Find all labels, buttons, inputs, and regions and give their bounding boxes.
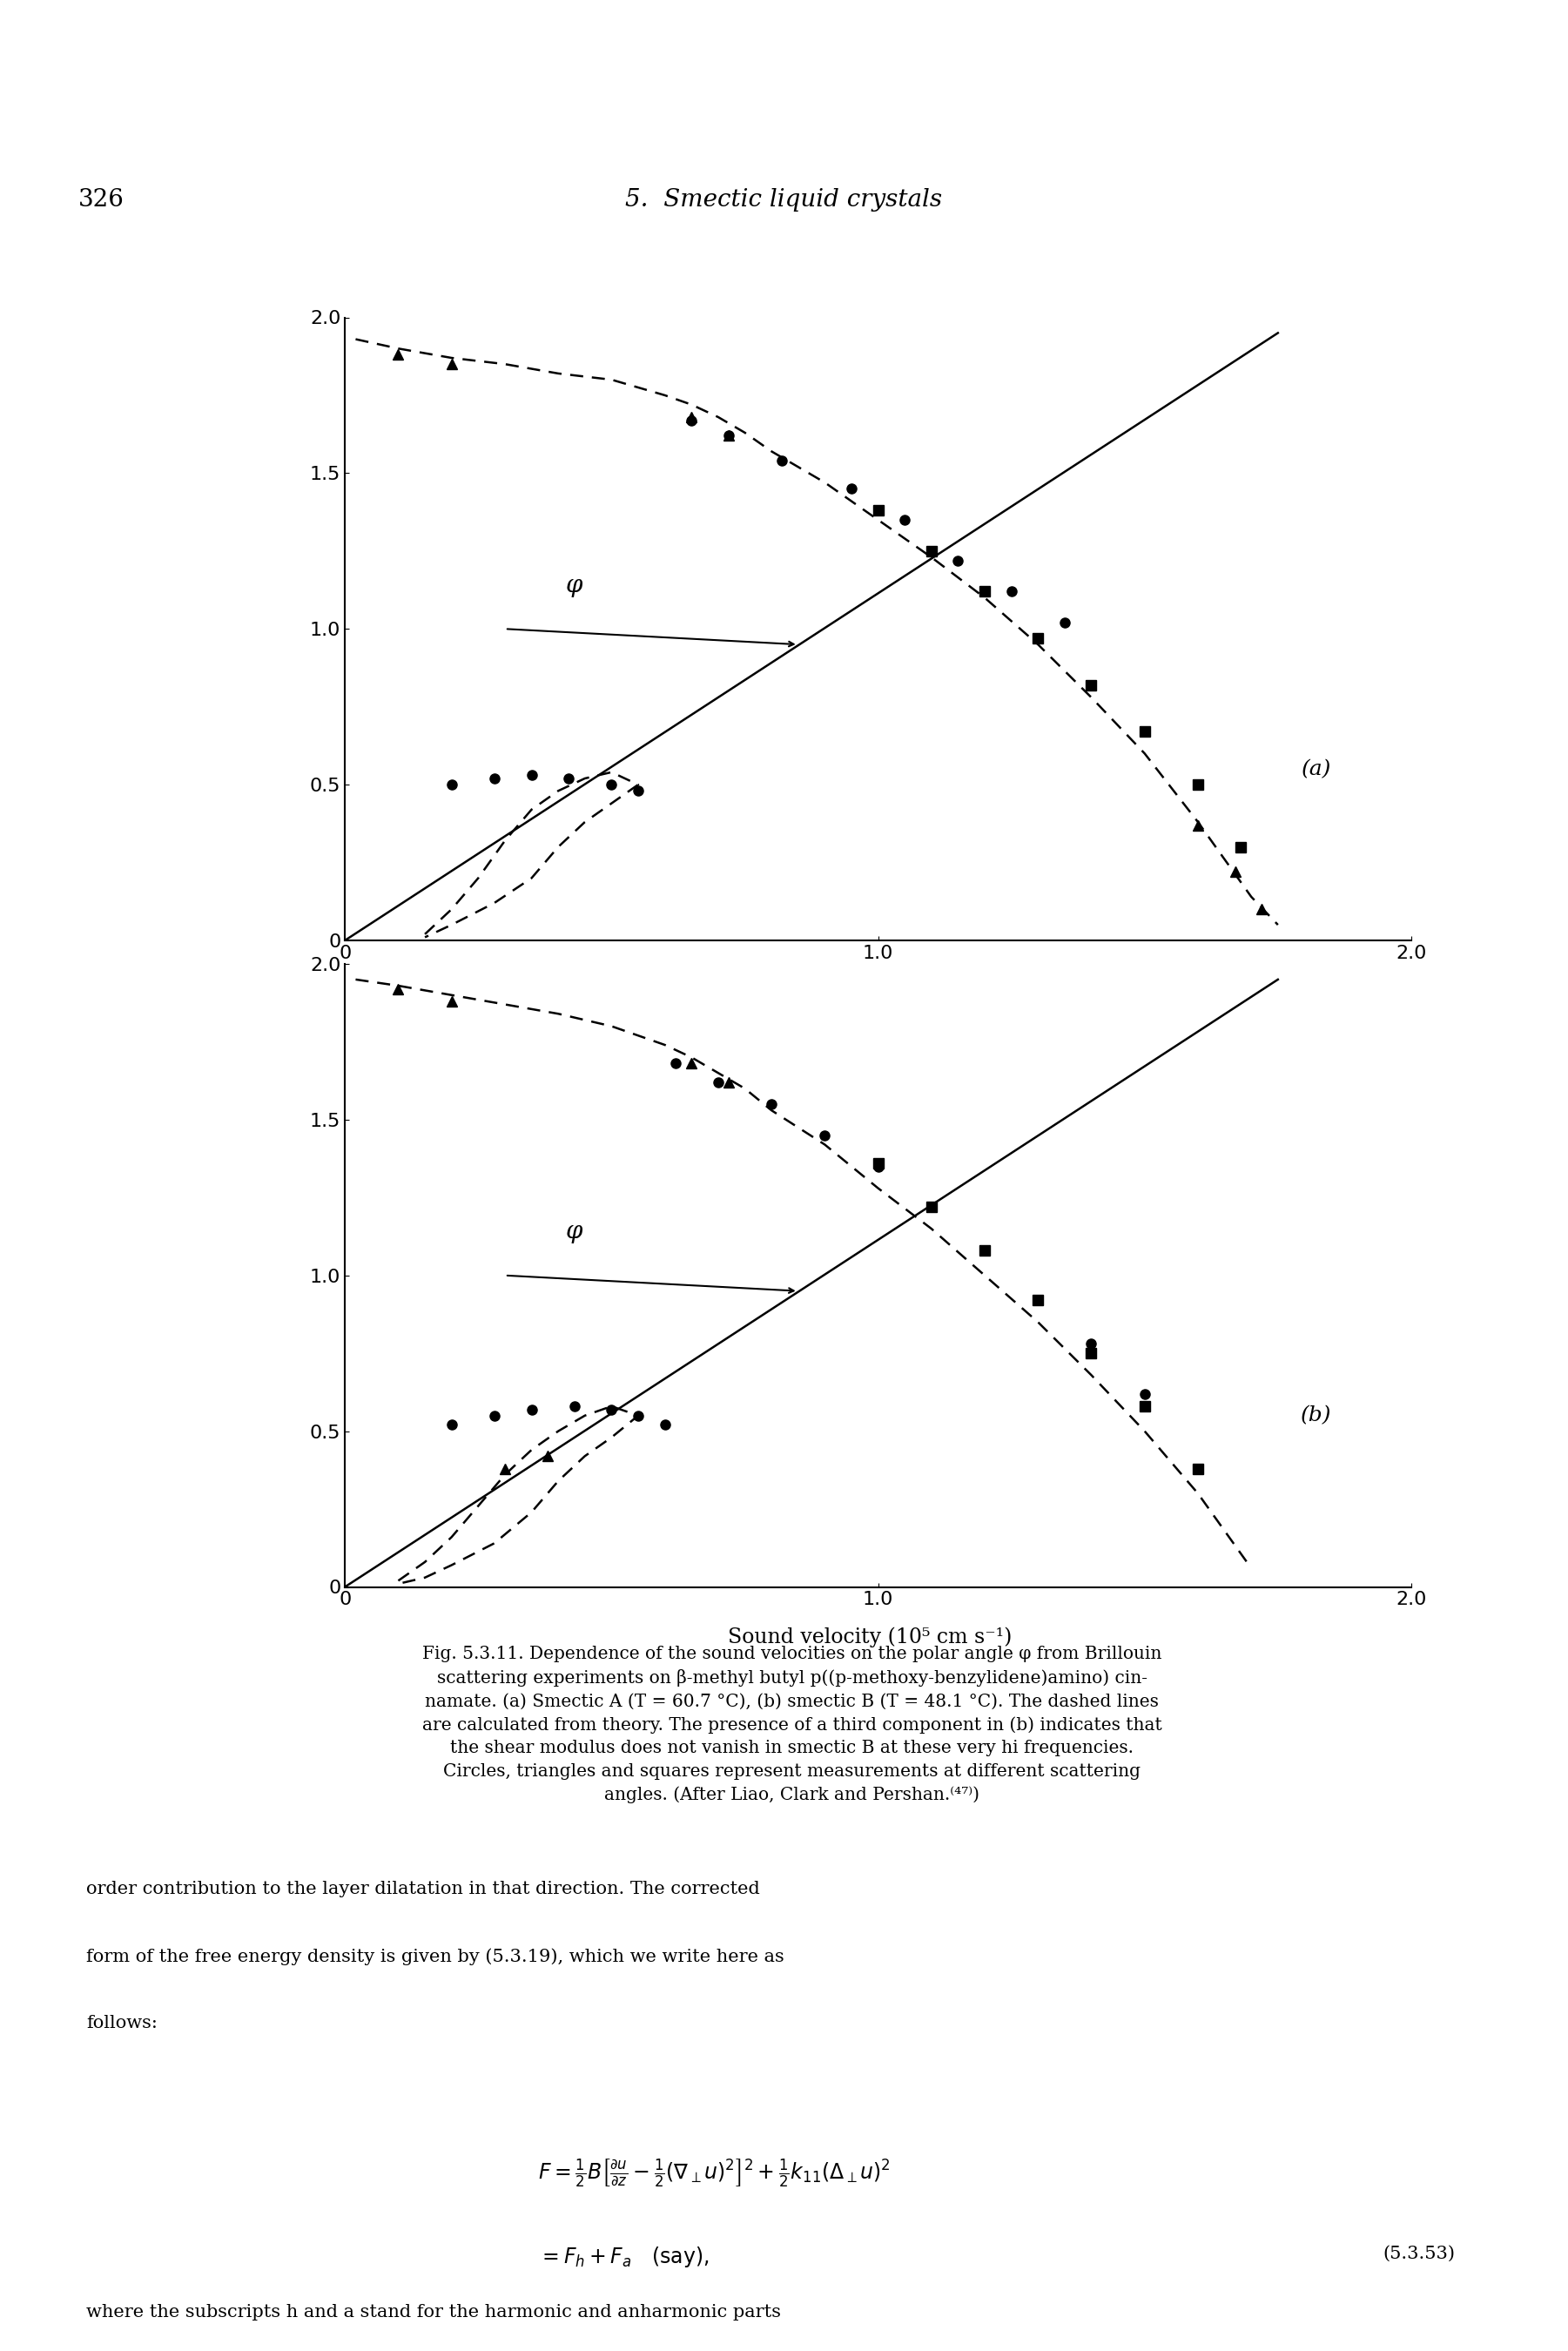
Text: $F = \frac{1}{2}B\left[\frac{\partial u}{\partial z} - \frac{1}{2}(\nabla_\perp : $F = \frac{1}{2}B\left[\frac{\partial u}… xyxy=(538,2158,891,2189)
Text: φ: φ xyxy=(566,1220,583,1244)
Text: Sound velocity (10⁵ cm s⁻¹): Sound velocity (10⁵ cm s⁻¹) xyxy=(728,1627,1013,1648)
Text: order contribution to the layer dilatation in that direction. The corrected: order contribution to the layer dilatati… xyxy=(86,1881,760,1897)
Text: (5.3.53): (5.3.53) xyxy=(1383,2245,1455,2262)
Text: form of the free energy density is given by (5.3.19), which we write here as: form of the free energy density is given… xyxy=(86,1949,784,1965)
Text: where the subscripts h and a stand for the harmonic and anharmonic parts: where the subscripts h and a stand for t… xyxy=(86,2304,781,2320)
Text: Fig. 5.3.11. Dependence of the sound velocities on the polar angle φ from Brillo: Fig. 5.3.11. Dependence of the sound vel… xyxy=(422,1646,1162,1803)
Text: 326: 326 xyxy=(78,188,124,212)
Text: 5.  Smectic liquid crystals: 5. Smectic liquid crystals xyxy=(626,188,942,212)
Text: φ: φ xyxy=(566,574,583,597)
Text: (a): (a) xyxy=(1301,759,1331,778)
Text: $= F_h + F_a \quad (\mathrm{say}),$: $= F_h + F_a \quad (\mathrm{say}),$ xyxy=(538,2245,709,2269)
Text: (b): (b) xyxy=(1300,1406,1331,1425)
Text: follows:: follows: xyxy=(86,2015,157,2031)
